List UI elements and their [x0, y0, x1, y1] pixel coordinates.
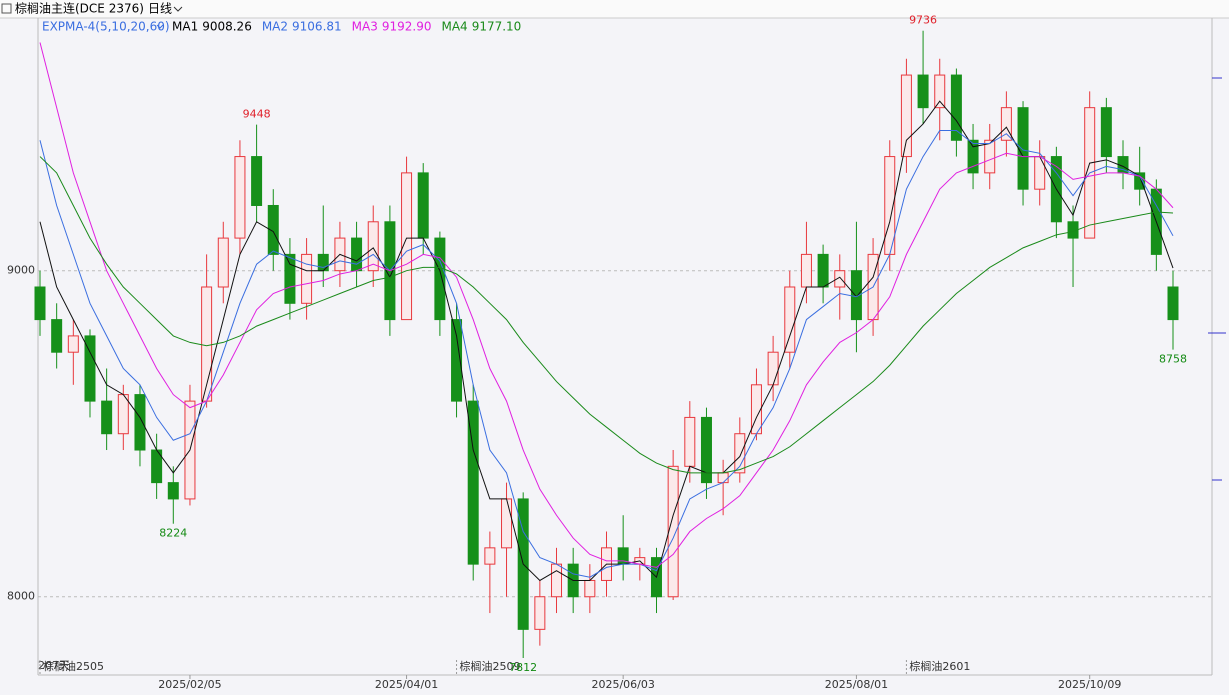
extreme-label: 8758 — [1159, 353, 1187, 366]
x-tick-label: 2025/04/01 — [375, 678, 438, 691]
candle-body — [950, 74, 962, 141]
extreme-label: 9736 — [909, 14, 937, 27]
y-tick-label: 8000 — [7, 590, 35, 603]
period-dropdown[interactable] — [173, 6, 183, 12]
top-bar — [0, 0, 1229, 18]
legend-name: MA2 — [262, 20, 288, 34]
candle-body — [700, 416, 712, 484]
x-tick-label: 2025/10/09 — [1058, 678, 1121, 691]
candle-body — [984, 139, 996, 174]
candle-body — [800, 253, 812, 288]
legend-value: 9106.81 — [292, 20, 342, 34]
candle-body — [667, 465, 679, 598]
legend-value: 9177.10 — [472, 20, 522, 34]
period-selector[interactable]: 日线 — [148, 2, 172, 16]
x-tick-label: 2025/02/05 — [158, 678, 221, 691]
extreme-label: 9448 — [243, 108, 271, 121]
contract-label: 棕榈油2509 — [460, 659, 521, 673]
contract-label: 棕榈油2505 — [43, 659, 104, 673]
candle-body — [734, 433, 746, 474]
legend-value: 9008.26 — [202, 20, 252, 34]
candle-body — [1000, 107, 1012, 141]
candle-body — [1134, 172, 1146, 190]
extreme-label: 7812 — [509, 661, 537, 674]
candle-body — [834, 270, 846, 288]
candle-body — [401, 172, 413, 321]
candle-body — [117, 394, 129, 435]
candle-body — [1100, 107, 1112, 158]
candle-body — [51, 319, 63, 353]
candle-body — [817, 253, 829, 288]
candle-body — [767, 351, 779, 386]
candle-body — [917, 74, 929, 109]
candle-body — [34, 286, 46, 321]
legend-name: MA3 — [352, 20, 378, 34]
indicator-name[interactable]: EXPMA-4(5,10,20,60) — [42, 20, 170, 34]
candle-body — [484, 547, 496, 565]
candle-body — [301, 253, 313, 304]
candle-body — [251, 156, 263, 206]
candle-body — [501, 498, 513, 549]
count-label: 207天 — [38, 659, 70, 672]
candle-body — [900, 74, 912, 158]
menu-icon[interactable] — [1, 3, 12, 14]
x-tick-label: 2025/08/01 — [825, 678, 888, 691]
candle-body — [284, 253, 296, 304]
candle-body — [467, 400, 479, 565]
ma-line — [39, 42, 1174, 568]
candle-body — [351, 237, 363, 272]
legend-value: 9192.90 — [382, 20, 432, 34]
ma-line — [39, 129, 1174, 578]
candle-body — [717, 472, 729, 484]
candle-body — [1017, 107, 1029, 190]
ma-line — [39, 100, 1174, 582]
candle-body — [134, 394, 146, 451]
candle-body — [101, 400, 113, 435]
candle-body — [534, 596, 546, 630]
candle-body — [367, 221, 379, 272]
x-tick-label: 2025/06/03 — [591, 678, 654, 691]
legend-name: MA4 — [441, 20, 467, 34]
extreme-label: 8224 — [159, 527, 187, 540]
candle-body — [784, 286, 796, 353]
candle-body — [267, 204, 279, 255]
legend-name: MA1 — [172, 20, 198, 34]
candle-body — [850, 270, 862, 321]
candle-body — [551, 563, 563, 598]
candle-body — [167, 482, 179, 500]
candle-body — [234, 156, 246, 239]
y-tick-label: 9000 — [7, 264, 35, 277]
candle-body — [67, 335, 79, 353]
candle-body — [317, 253, 329, 272]
candle-body — [1034, 156, 1046, 190]
candle-body — [934, 74, 946, 109]
candle-body — [451, 319, 463, 402]
candle-body — [684, 416, 696, 467]
candle-body — [417, 172, 429, 239]
symbol-title: 棕榈油主连(DCE 2376) — [15, 1, 144, 16]
candle-body — [584, 579, 596, 598]
candle-body — [217, 237, 229, 288]
candle-body — [434, 237, 446, 321]
ma-line — [39, 156, 1174, 474]
indicator-dropdown — [156, 24, 164, 29]
candle-body — [84, 335, 96, 402]
candle-body — [967, 139, 979, 174]
contract-label: 棕榈油2601 — [909, 659, 970, 673]
candle-body — [1167, 286, 1179, 321]
